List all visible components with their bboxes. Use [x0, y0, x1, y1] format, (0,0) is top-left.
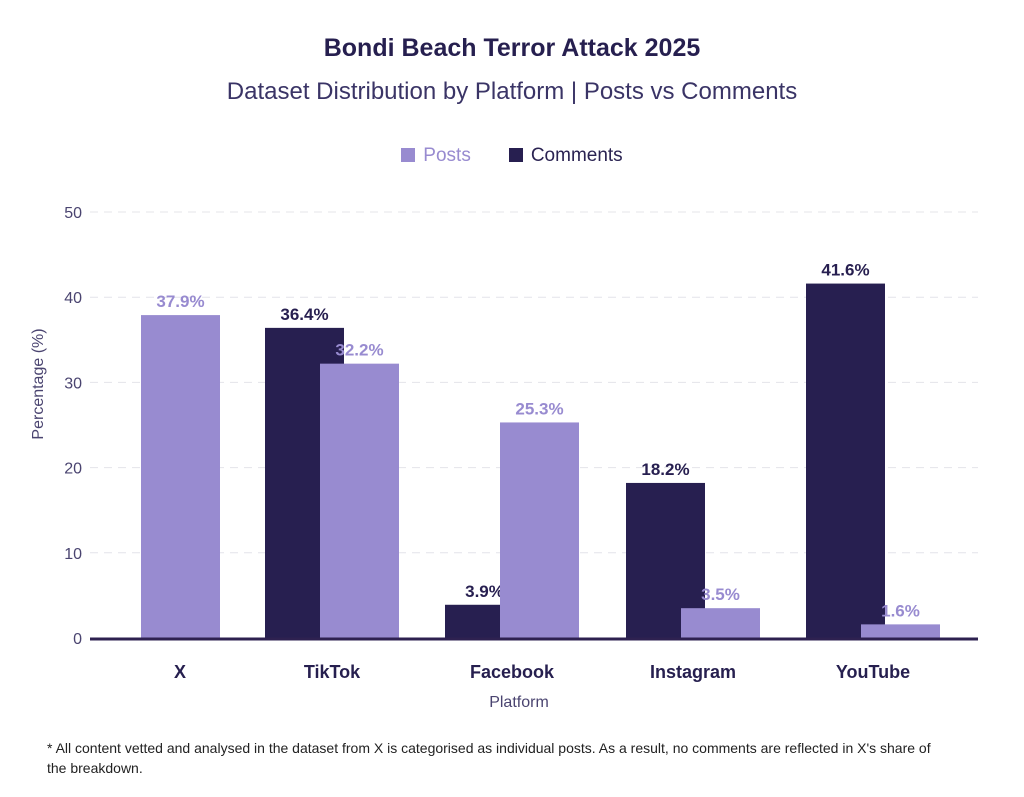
legend-label-comments: Comments [530, 145, 623, 166]
y-tick-label: 30 [64, 375, 82, 392]
bar-posts [320, 363, 399, 638]
legend-label-posts: Posts [423, 145, 471, 166]
bar-posts [500, 422, 579, 638]
x-tick-label: Facebook [470, 662, 555, 682]
data-label-posts: 1.6% [881, 601, 920, 620]
data-label-comments: 36.4% [280, 305, 328, 324]
chart-title: Bondi Beach Terror Attack 2025 [323, 34, 701, 62]
x-tick-label: TikTok [304, 662, 361, 682]
data-label-posts: 25.3% [515, 399, 563, 418]
data-label-comments: 41.6% [821, 261, 869, 280]
x-tick-label: Instagram [650, 662, 736, 682]
legend: Posts Comments [0, 145, 1024, 167]
x-axis-label: Platform [489, 694, 549, 711]
data-label-posts: 3.5% [701, 585, 740, 604]
footnote: * All content vetted and analysed in the… [47, 740, 931, 776]
y-tick-label: 50 [64, 205, 82, 222]
legend-swatch-comments [508, 148, 523, 162]
y-tick-label: 0 [73, 631, 82, 648]
y-tick-label: 40 [64, 290, 82, 307]
y-axis-label: Percentage (%) [30, 328, 47, 439]
y-tick-label: 20 [64, 461, 82, 478]
legend-comments: Comments [508, 145, 623, 167]
bar-comments [806, 283, 885, 638]
y-tick-label: 10 [64, 546, 82, 563]
x-tick-label: YouTube [836, 662, 910, 682]
data-label-posts: 32.2% [335, 341, 383, 360]
legend-swatch-posts [401, 148, 416, 162]
bar-posts [861, 624, 940, 638]
x-tick-label: X [174, 662, 186, 682]
data-label-comments: 3.9% [465, 582, 504, 601]
chart-subtitle: Dataset Distribution by Platform | Posts… [226, 78, 798, 105]
data-label-posts: 37.9% [156, 292, 204, 311]
bar-posts [141, 315, 220, 638]
bar-posts [681, 608, 760, 638]
data-label-comments: 18.2% [641, 460, 689, 479]
legend-posts: Posts [401, 145, 471, 167]
